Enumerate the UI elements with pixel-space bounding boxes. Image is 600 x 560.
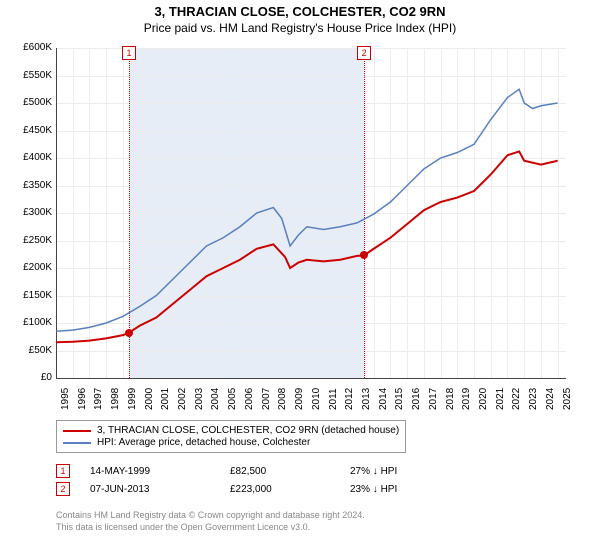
- ytick-label: £400K: [8, 152, 52, 163]
- plot-area: [56, 48, 566, 378]
- transaction-point: [360, 251, 368, 259]
- ytick-label: £100K: [8, 317, 52, 328]
- xtick-label: 2018: [445, 388, 456, 410]
- legend-item: HPI: Average price, detached house, Colc…: [63, 437, 399, 448]
- transaction-marker: 2: [357, 46, 371, 60]
- transaction-date: 07-JUN-2013: [90, 484, 190, 495]
- xtick-label: 2023: [528, 388, 539, 410]
- transaction-price: £82,500: [230, 466, 310, 477]
- xtick-label: 2013: [361, 388, 372, 410]
- xtick-label: 1998: [110, 388, 121, 410]
- line-series-svg: [56, 48, 566, 378]
- xtick-label: 1997: [93, 388, 104, 410]
- xtick-label: 2014: [378, 388, 389, 410]
- xtick-label: 2002: [177, 388, 188, 410]
- xtick-label: 2010: [311, 388, 322, 410]
- ytick-label: £350K: [8, 180, 52, 191]
- ytick-label: £0: [8, 372, 52, 383]
- legend-swatch: [63, 430, 91, 432]
- ytick-label: £300K: [8, 207, 52, 218]
- xtick-label: 2000: [144, 388, 155, 410]
- xtick-label: 2024: [545, 388, 556, 410]
- legend-label: HPI: Average price, detached house, Colc…: [97, 437, 310, 448]
- xtick-label: 1999: [127, 388, 138, 410]
- x-axis: [56, 378, 566, 379]
- transaction-marker: 1: [122, 46, 136, 60]
- series-line: [56, 151, 558, 342]
- transaction-row: 2 07-JUN-2013 £223,000 23% ↓ HPI: [56, 482, 437, 496]
- legend-swatch: [63, 442, 91, 444]
- xtick-label: 2005: [227, 388, 238, 410]
- xtick-label: 2011: [328, 388, 339, 410]
- xtick-label: 1995: [60, 388, 71, 410]
- transactions-table: 1 14-MAY-1999 £82,500 27% ↓ HPI 2 07-JUN-2013…: [56, 464, 437, 500]
- transaction-hpi: 23% ↓ HPI: [350, 484, 397, 495]
- transaction-hpi: 27% ↓ HPI: [350, 466, 397, 477]
- ytick-label: £550K: [8, 70, 52, 81]
- footer-line-1: Contains HM Land Registry data © Crown c…: [56, 510, 365, 520]
- legend-label: 3, THRACIAN CLOSE, COLCHESTER, CO2 9RN (…: [97, 425, 399, 436]
- xtick-label: 2001: [160, 388, 171, 410]
- xtick-label: 2017: [428, 388, 439, 410]
- legend: 3, THRACIAN CLOSE, COLCHESTER, CO2 9RN (…: [56, 420, 406, 453]
- transaction-price: £223,000: [230, 484, 310, 495]
- xtick-label: 2025: [562, 388, 573, 410]
- transaction-row-marker: 2: [56, 482, 70, 496]
- price-chart-container: { "header": { "title": "3, THRACIAN CLOS…: [0, 0, 600, 560]
- xtick-label: 2008: [277, 388, 288, 410]
- xtick-label: 2016: [411, 388, 422, 410]
- xtick-label: 1996: [77, 388, 88, 410]
- ytick-label: £150K: [8, 290, 52, 301]
- xtick-label: 2004: [210, 388, 221, 410]
- series-line: [56, 89, 558, 331]
- ytick-label: £600K: [8, 42, 52, 53]
- transaction-point: [125, 329, 133, 337]
- ytick-label: £250K: [8, 235, 52, 246]
- xtick-label: 2003: [194, 388, 205, 410]
- xtick-label: 2021: [495, 388, 506, 410]
- transaction-row: 1 14-MAY-1999 £82,500 27% ↓ HPI: [56, 464, 437, 478]
- transaction-row-marker: 1: [56, 464, 70, 478]
- xtick-label: 2022: [511, 388, 522, 410]
- xtick-label: 2012: [344, 388, 355, 410]
- ytick-label: £50K: [8, 345, 52, 356]
- legend-item: 3, THRACIAN CLOSE, COLCHESTER, CO2 9RN (…: [63, 425, 399, 436]
- ytick-label: £500K: [8, 97, 52, 108]
- chart-title: 3, THRACIAN CLOSE, COLCHESTER, CO2 9RN: [0, 0, 600, 19]
- ytick-label: £450K: [8, 125, 52, 136]
- xtick-label: 2009: [294, 388, 305, 410]
- transaction-date: 14-MAY-1999: [90, 466, 190, 477]
- chart-subtitle: Price paid vs. HM Land Registry's House …: [0, 19, 600, 41]
- xtick-label: 2007: [261, 388, 272, 410]
- xtick-label: 2020: [478, 388, 489, 410]
- xtick-label: 2015: [394, 388, 405, 410]
- xtick-label: 2006: [244, 388, 255, 410]
- footer-line-2: This data is licensed under the Open Gov…: [56, 522, 310, 532]
- ytick-label: £200K: [8, 262, 52, 273]
- xtick-label: 2019: [461, 388, 472, 410]
